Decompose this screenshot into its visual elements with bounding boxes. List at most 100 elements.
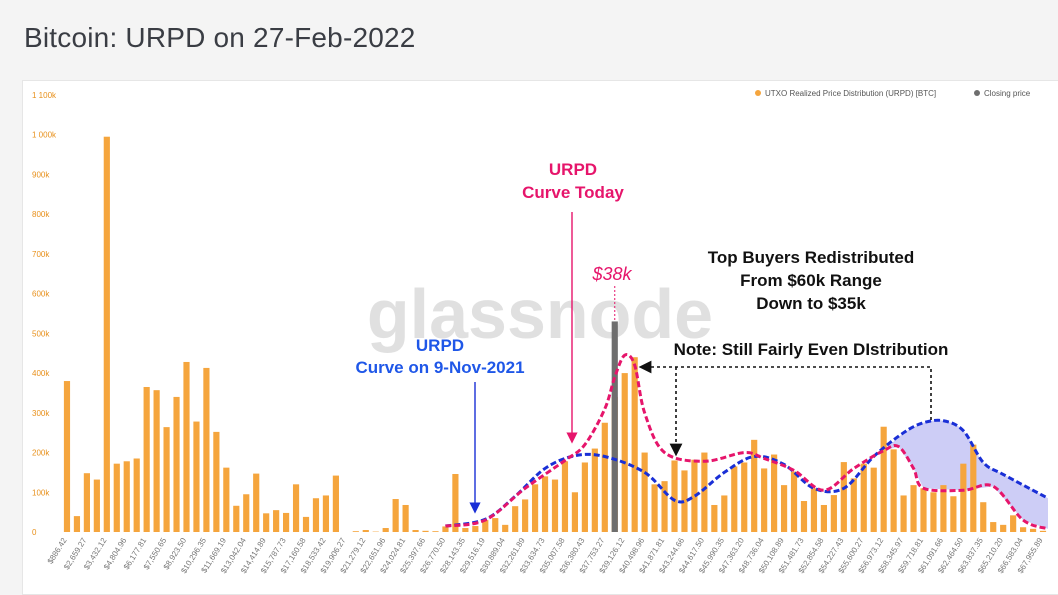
bar — [323, 495, 329, 532]
bar — [920, 488, 926, 532]
annotation-top-buyers: Top Buyers Redistributed From $60k Range… — [708, 248, 915, 313]
bar — [1000, 525, 1006, 532]
bar — [801, 501, 807, 532]
bar — [771, 455, 777, 532]
bar — [173, 397, 179, 532]
legend-label-urpd: UTXO Realized Price Distribution (URPD) … — [765, 89, 936, 98]
bar — [1020, 527, 1026, 532]
y-tick-label: 0 — [32, 528, 37, 537]
bar — [642, 453, 648, 532]
bar — [652, 484, 658, 532]
legend-marker-urpd — [755, 90, 761, 96]
bar — [861, 464, 867, 532]
bar — [821, 505, 827, 532]
bar — [930, 492, 936, 532]
bar — [84, 473, 90, 532]
annotation-nov: URPD Curve on 9-Nov-2021 — [355, 336, 524, 508]
bar — [1030, 529, 1036, 532]
bar — [512, 506, 518, 532]
top-line2: From $60k Range — [740, 271, 882, 290]
closing-price-bar — [612, 321, 618, 532]
bar — [462, 528, 468, 532]
bar — [104, 137, 110, 532]
bar — [701, 453, 707, 532]
bar — [1010, 515, 1016, 532]
legend-label-closing: Closing price — [984, 89, 1031, 98]
today-sub: Curve Today — [522, 183, 624, 202]
bar — [671, 460, 677, 532]
bar — [333, 476, 339, 532]
bar — [831, 495, 837, 532]
bar — [950, 496, 956, 532]
bar — [134, 459, 140, 532]
bar — [492, 518, 498, 532]
y-tick-label: 500k — [32, 329, 50, 338]
legend-marker-closing — [974, 90, 980, 96]
bar — [891, 449, 897, 532]
bar — [532, 484, 538, 532]
bar — [193, 422, 199, 532]
bar — [562, 461, 568, 532]
top-line1: Top Buyers Redistributed — [708, 248, 915, 267]
bar — [781, 485, 787, 532]
bar — [64, 381, 70, 532]
bar — [602, 423, 608, 532]
bar — [871, 468, 877, 532]
bar — [363, 530, 369, 532]
bar — [183, 362, 189, 532]
bar — [791, 472, 797, 532]
y-tick-label: 700k — [32, 250, 50, 259]
bar — [163, 427, 169, 532]
nov-sub: Curve on 9-Nov-2021 — [355, 358, 524, 377]
bar — [203, 368, 209, 532]
bar — [622, 373, 628, 532]
bar — [74, 516, 80, 532]
bar — [592, 449, 598, 532]
bar — [522, 499, 528, 532]
bar — [403, 505, 409, 532]
bar — [811, 488, 817, 532]
note-bracket — [645, 367, 931, 420]
bar — [741, 462, 747, 532]
today-title: URPD — [549, 160, 597, 179]
bar — [582, 462, 588, 532]
bar — [881, 427, 887, 532]
bar — [632, 357, 638, 532]
bar — [661, 481, 667, 532]
bar — [303, 517, 309, 532]
price-tag: $38k — [591, 264, 632, 284]
y-tick-label: 200k — [32, 449, 50, 458]
bar — [552, 480, 558, 532]
top-line3: Down to $35k — [756, 294, 866, 313]
note-text: Note: Still Fairly Even DIstribution — [674, 340, 949, 359]
bar — [124, 461, 130, 532]
bar — [253, 474, 259, 532]
bar — [980, 502, 986, 532]
bar — [144, 387, 150, 532]
bar — [721, 495, 727, 532]
y-tick-label: 1 000k — [32, 131, 57, 140]
y-tick-label: 400k — [32, 369, 50, 378]
legend: UTXO Realized Price Distribution (URPD) … — [755, 89, 1031, 98]
bar — [293, 484, 299, 532]
bar — [412, 530, 418, 532]
y-tick-label: 100k — [32, 488, 50, 497]
nov-title: URPD — [416, 336, 464, 355]
bar — [383, 528, 389, 532]
y-tick-label: 300k — [32, 409, 50, 418]
bar — [273, 510, 279, 532]
bar — [283, 513, 289, 532]
bar — [213, 432, 219, 532]
y-tick-label: 900k — [32, 170, 50, 179]
bar — [223, 468, 229, 532]
bar — [542, 476, 548, 532]
bar — [263, 513, 269, 532]
bar — [711, 505, 717, 532]
bar — [422, 531, 428, 532]
bar — [731, 466, 737, 532]
bar — [841, 462, 847, 532]
bar — [432, 531, 438, 532]
bar — [761, 468, 767, 532]
bar — [472, 526, 478, 532]
